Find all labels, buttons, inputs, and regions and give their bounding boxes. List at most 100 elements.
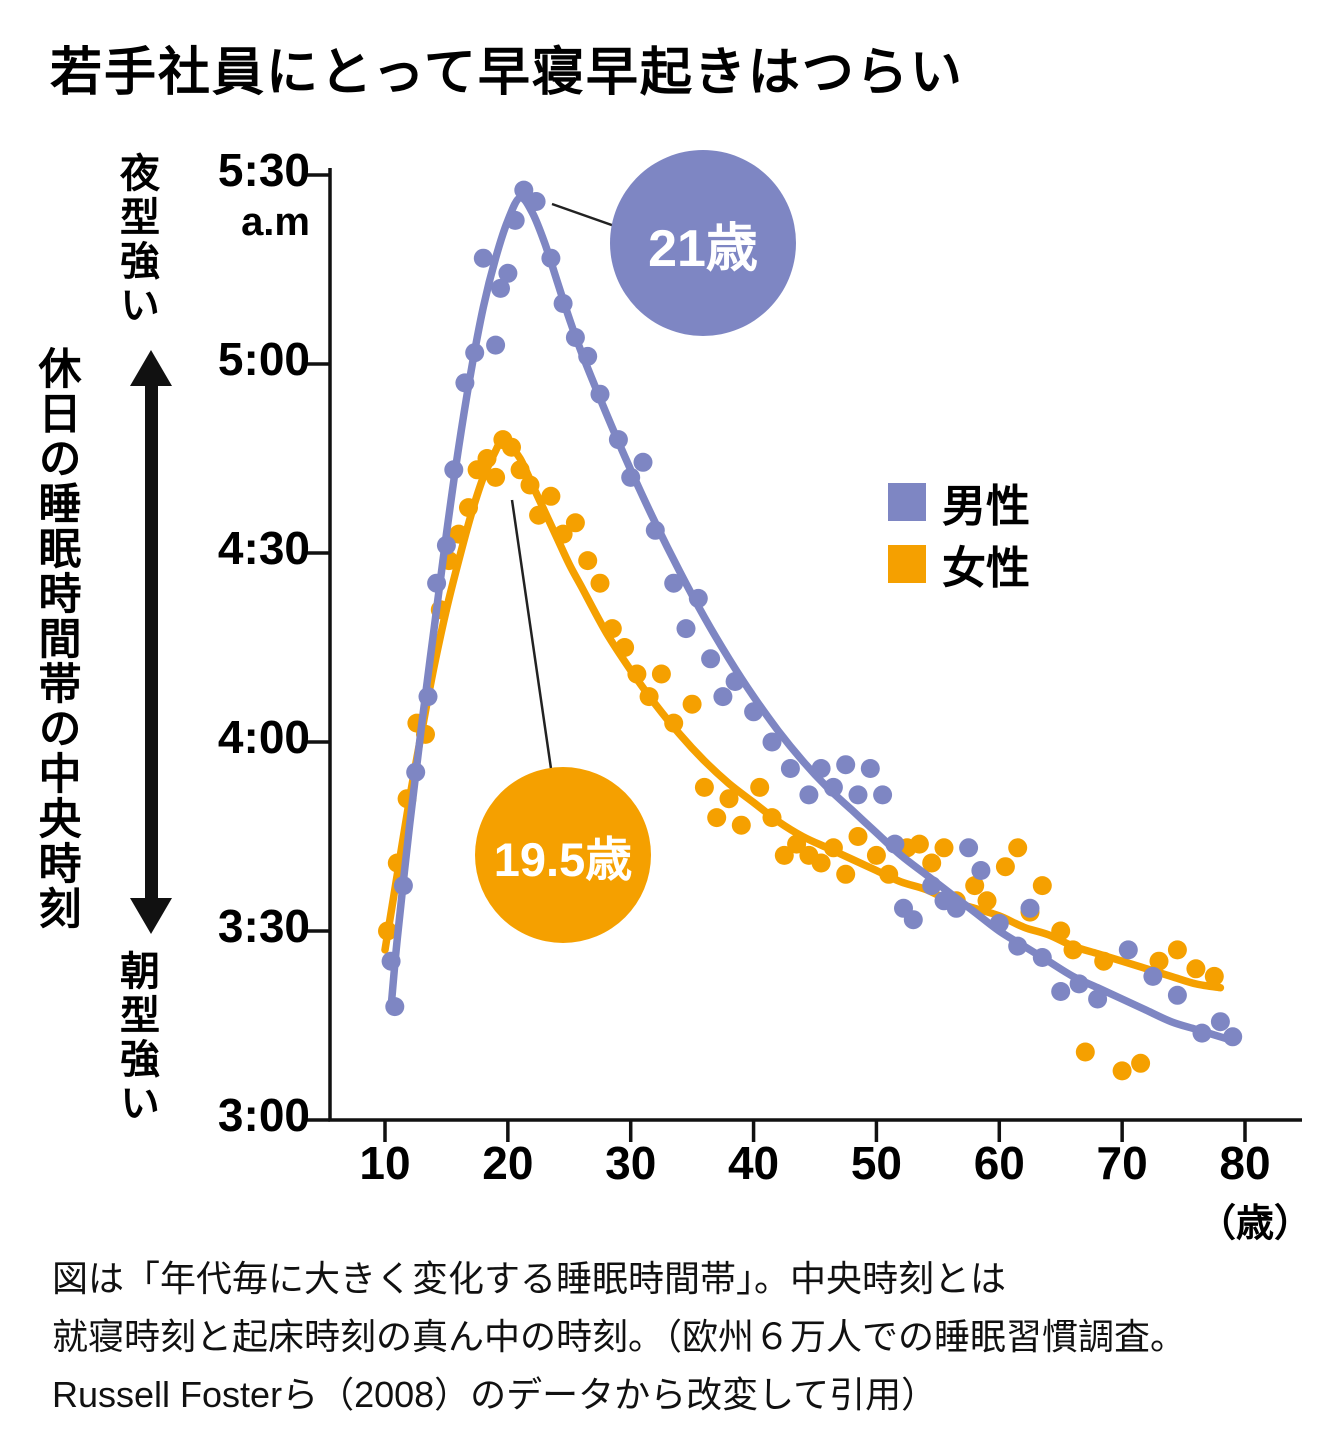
series-point-female [731, 815, 751, 835]
series-point-female [1204, 966, 1224, 986]
arrow-shaft [144, 386, 158, 898]
series-point-female [1075, 1042, 1095, 1062]
series-point-male [946, 898, 966, 918]
series-point-male [465, 343, 485, 363]
series-point-male [1192, 1023, 1212, 1043]
series-point-female [866, 845, 886, 865]
series-point-male [455, 373, 475, 393]
legend-item-female: 女性 [888, 540, 1030, 593]
series-point-female [909, 834, 929, 854]
annotation-badge-female-peak: 19.5歳 [475, 767, 651, 943]
series-point-female [459, 498, 478, 518]
series-point-female [1131, 1053, 1151, 1073]
series-point-female [602, 619, 622, 639]
annotation-male-peak-label: 21歳 [648, 219, 758, 278]
series-point-female [1149, 951, 1169, 971]
series-point-female [1008, 838, 1028, 858]
legend-swatch-male [888, 483, 926, 521]
series-point-male [1088, 989, 1108, 1009]
legend: 男性 女性 [888, 478, 1030, 602]
series-point-male [1032, 948, 1052, 967]
x-axis-unit: （歳） [1197, 1203, 1312, 1245]
legend-swatch-female [888, 545, 926, 583]
series-point-male [633, 452, 653, 472]
series-point-male [621, 467, 641, 487]
series-point-female [639, 687, 659, 707]
series-point-female [934, 838, 954, 858]
series-point-male [762, 732, 782, 752]
series-point-male [676, 619, 696, 639]
series-point-female [378, 921, 397, 941]
page-title: 若手社員にとって早寝早起きはつらい [50, 44, 964, 102]
series-point-male [989, 913, 1009, 933]
series-curve-female [381, 435, 1225, 992]
series-point-male [1051, 982, 1071, 1001]
series-point-female [922, 853, 942, 873]
series-point-male [1210, 1012, 1230, 1032]
series-point-female [787, 834, 807, 854]
series-point-female [811, 853, 831, 873]
series-point-male [688, 588, 708, 608]
series-point-female [1063, 940, 1083, 960]
series-point-female [995, 857, 1015, 877]
series-point-male [780, 759, 800, 778]
arrow-down-icon [130, 898, 172, 934]
series-point-female [965, 876, 985, 896]
series-point-male [553, 294, 573, 313]
series-point-male [608, 430, 628, 450]
series-point-male [418, 687, 438, 707]
series-point-male [393, 876, 413, 896]
caption: 図は「年代毎に大きく変化する睡眠時間帯」。中央時刻とは 就寝時刻と起床時刻の真ん… [52, 1250, 1186, 1424]
series-point-male [1143, 966, 1163, 986]
series-point-female [1186, 959, 1206, 979]
series-point-female [486, 467, 506, 487]
series-point-male [436, 535, 456, 555]
series-point-male [473, 248, 493, 268]
series-point-male [903, 910, 923, 930]
series-point-male [713, 687, 733, 707]
caption-line-2: 就寝時刻と起床時刻の真ん中の時刻。（欧州６万人での睡眠習慣調査。 [52, 1316, 1187, 1357]
series-point-male [590, 384, 610, 404]
series-point-male [799, 785, 819, 805]
caption-line-1: 図は「年代毎に大きく変化する睡眠時間帯」。中央時刻とは [52, 1258, 1007, 1299]
y-axis-bottom-label: 朝型強い [114, 950, 158, 1126]
annotation-female-peak-label: 19.5歳 [493, 832, 633, 886]
series-point-female [707, 808, 727, 828]
series-point-female [529, 505, 549, 525]
series-point-female [774, 845, 794, 865]
series-point-male [491, 278, 510, 298]
series-point-male [848, 785, 868, 805]
series-point-male [406, 762, 426, 782]
series-point-male [836, 755, 856, 775]
series-point-female [553, 524, 573, 544]
series-point-male [541, 248, 561, 268]
series-point-male [444, 460, 464, 480]
caption-line-3: Russell Fosterら（2008）のデータから改変して引用） [52, 1374, 938, 1415]
series-point-male [873, 785, 893, 805]
series-point-male [526, 192, 546, 211]
series-point-male [427, 573, 447, 593]
arrow-up-icon [130, 350, 172, 386]
series-point-male [664, 573, 684, 593]
series-point-male [744, 702, 764, 722]
series-point-female [565, 513, 585, 533]
series-point-male [971, 861, 991, 880]
series-point-female [449, 524, 469, 544]
series-point-male [486, 335, 506, 355]
series-point-female [719, 789, 739, 809]
series-point-female [694, 777, 714, 797]
leader-line-female [510, 499, 559, 811]
series-point-male [959, 838, 979, 858]
series-point-male [922, 876, 942, 896]
axis-direction-arrow-icon [129, 350, 173, 934]
series-point-male [505, 210, 525, 230]
series-point-male [1223, 1027, 1243, 1047]
series-point-male [385, 997, 405, 1017]
series-point-female [1167, 940, 1187, 960]
series-point-female [502, 437, 521, 457]
series-point-female [1032, 876, 1052, 896]
series-point-male [811, 759, 831, 778]
y-axis-title: 休日の睡眠時間帯の中央時刻 [32, 346, 80, 931]
